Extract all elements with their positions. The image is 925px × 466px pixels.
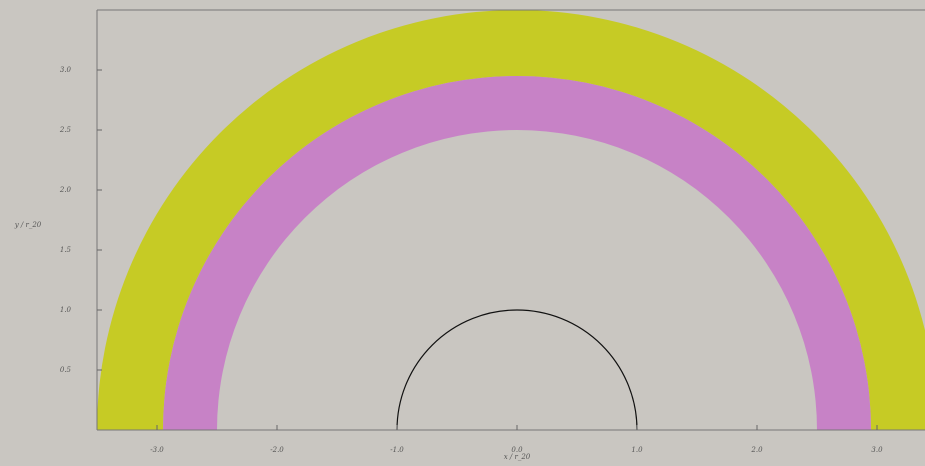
x-tick-label: -2.0 — [270, 446, 284, 454]
y-tick-label: 1.0 — [60, 306, 72, 314]
y-tick-label: 0.5 — [60, 366, 72, 374]
x-tick-label: -3.0 — [150, 446, 164, 454]
x-tick-label: -1.0 — [390, 446, 404, 454]
y-tick-label: 1.5 — [60, 246, 72, 254]
y-tick-label: 2.0 — [59, 186, 72, 194]
x-axis-label: x / r_20 — [504, 453, 531, 461]
x-tick-label: 1.0 — [631, 446, 643, 454]
ring — [97, 10, 925, 430]
circle — [396, 309, 638, 430]
plot-area — [97, 10, 925, 430]
y-axis-label: y / r_20 — [14, 221, 42, 229]
y-tick-label: 3.0 — [60, 66, 72, 74]
x-tick-label: 2.0 — [750, 446, 763, 454]
x-tick-label: 0.0 — [511, 446, 523, 454]
ring — [163, 76, 871, 430]
y-tick-label: 2.5 — [59, 126, 72, 134]
x-tick-label: 3.0 — [871, 446, 883, 454]
